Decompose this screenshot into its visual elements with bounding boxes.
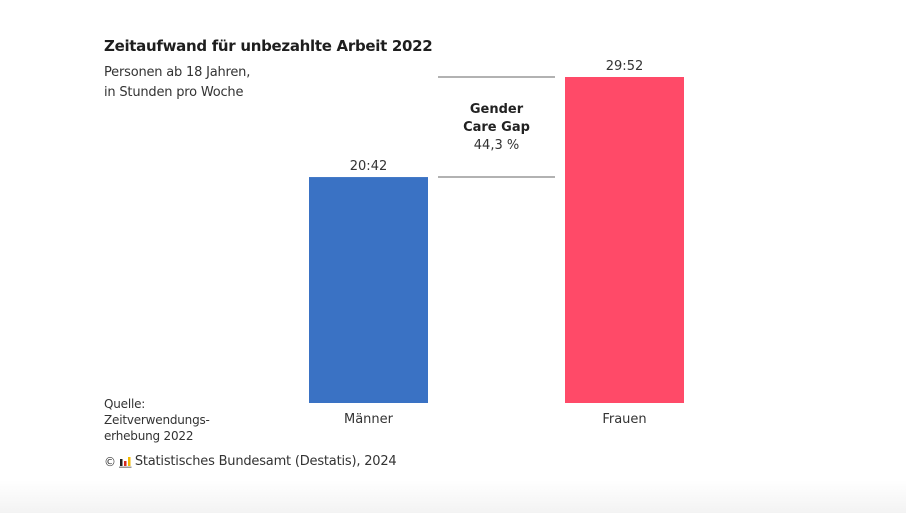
subtitle-line: Personen ab 18 Jahren, [104,65,251,80]
destatis-logo-icon [118,456,132,468]
chart-subtitle: Personen ab 18 Jahren, in Stunden pro Wo… [104,63,250,103]
chart-title: Zeitaufwand für unbezahlte Arbeit 2022 [104,37,433,55]
bar-value-label: 29:52 [606,59,643,74]
category-label: Männer [344,412,394,427]
bar-maenner [309,177,428,403]
gap-annotation-value: 44,3 % [474,138,519,153]
subtitle-line: in Stunden pro Woche [104,85,244,100]
bar-value-label: 20:42 [350,159,387,174]
source-line: erhebung 2022 [104,429,194,443]
bar-frauen [565,77,684,403]
gap-annotation-title: Gender [470,102,524,117]
source-line: Quelle: [104,397,146,411]
source-line: Zeitverwendungs- [104,413,210,427]
category-label: Frauen [602,412,646,427]
gap-annotation-title: Care Gap [463,120,530,135]
copyright-text: Statistisches Bundesamt (Destatis), 2024 [134,454,397,469]
copyright-icon: © [104,454,116,469]
copyright-line: © Statistisches Bundesamt (Destatis), 20… [104,454,397,469]
source-note: Quelle: Zeitverwendungs- erhebung 2022 [104,396,210,444]
